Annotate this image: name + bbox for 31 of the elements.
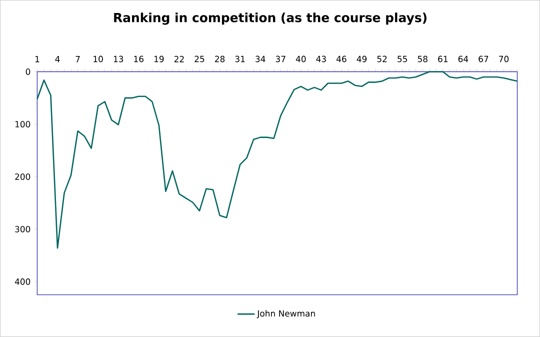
x-tick-label: 61	[438, 56, 448, 62]
x-tick-label: 22	[174, 56, 184, 62]
y-tick-label: 400	[14, 278, 30, 285]
x-tick-label: 10	[94, 56, 103, 62]
x-tick-label: 70	[499, 56, 509, 62]
x-tick-label: 19	[154, 56, 164, 62]
chart-title: Ranking in competition (as the course plays)	[114, 12, 426, 25]
x-tick-label: 7	[76, 56, 80, 62]
x-tick-label: 43	[316, 56, 326, 62]
x-tick-label: 55	[398, 56, 407, 62]
y-tick-label: 100	[15, 121, 30, 128]
x-tick-label: 1	[35, 56, 40, 62]
x-tick-label: 64	[458, 56, 468, 62]
y-tick-label: 0	[26, 68, 30, 75]
x-tick-label: 40	[296, 56, 306, 62]
x-tick-label: 67	[478, 56, 488, 62]
x-tick-label: 49	[356, 56, 367, 62]
x-tick-label: 16	[134, 56, 144, 62]
x-tick-label: 37	[276, 56, 286, 62]
x-tick-label: 25	[194, 56, 204, 62]
x-tick-label: 13	[114, 56, 124, 62]
x-tick-label: 34	[256, 56, 266, 62]
x-tick-label: 52	[377, 56, 387, 62]
y-tick-label: 200	[15, 173, 30, 180]
x-tick-label: 31	[235, 56, 245, 62]
x-tick-label: 28	[215, 56, 225, 62]
x-tick-label: 46	[336, 56, 346, 62]
legend-label: John Newman	[256, 310, 315, 318]
x-tick-label: 58	[418, 56, 428, 62]
x-tick-label: 4	[55, 56, 60, 62]
y-tick-label: 300	[15, 226, 30, 232]
